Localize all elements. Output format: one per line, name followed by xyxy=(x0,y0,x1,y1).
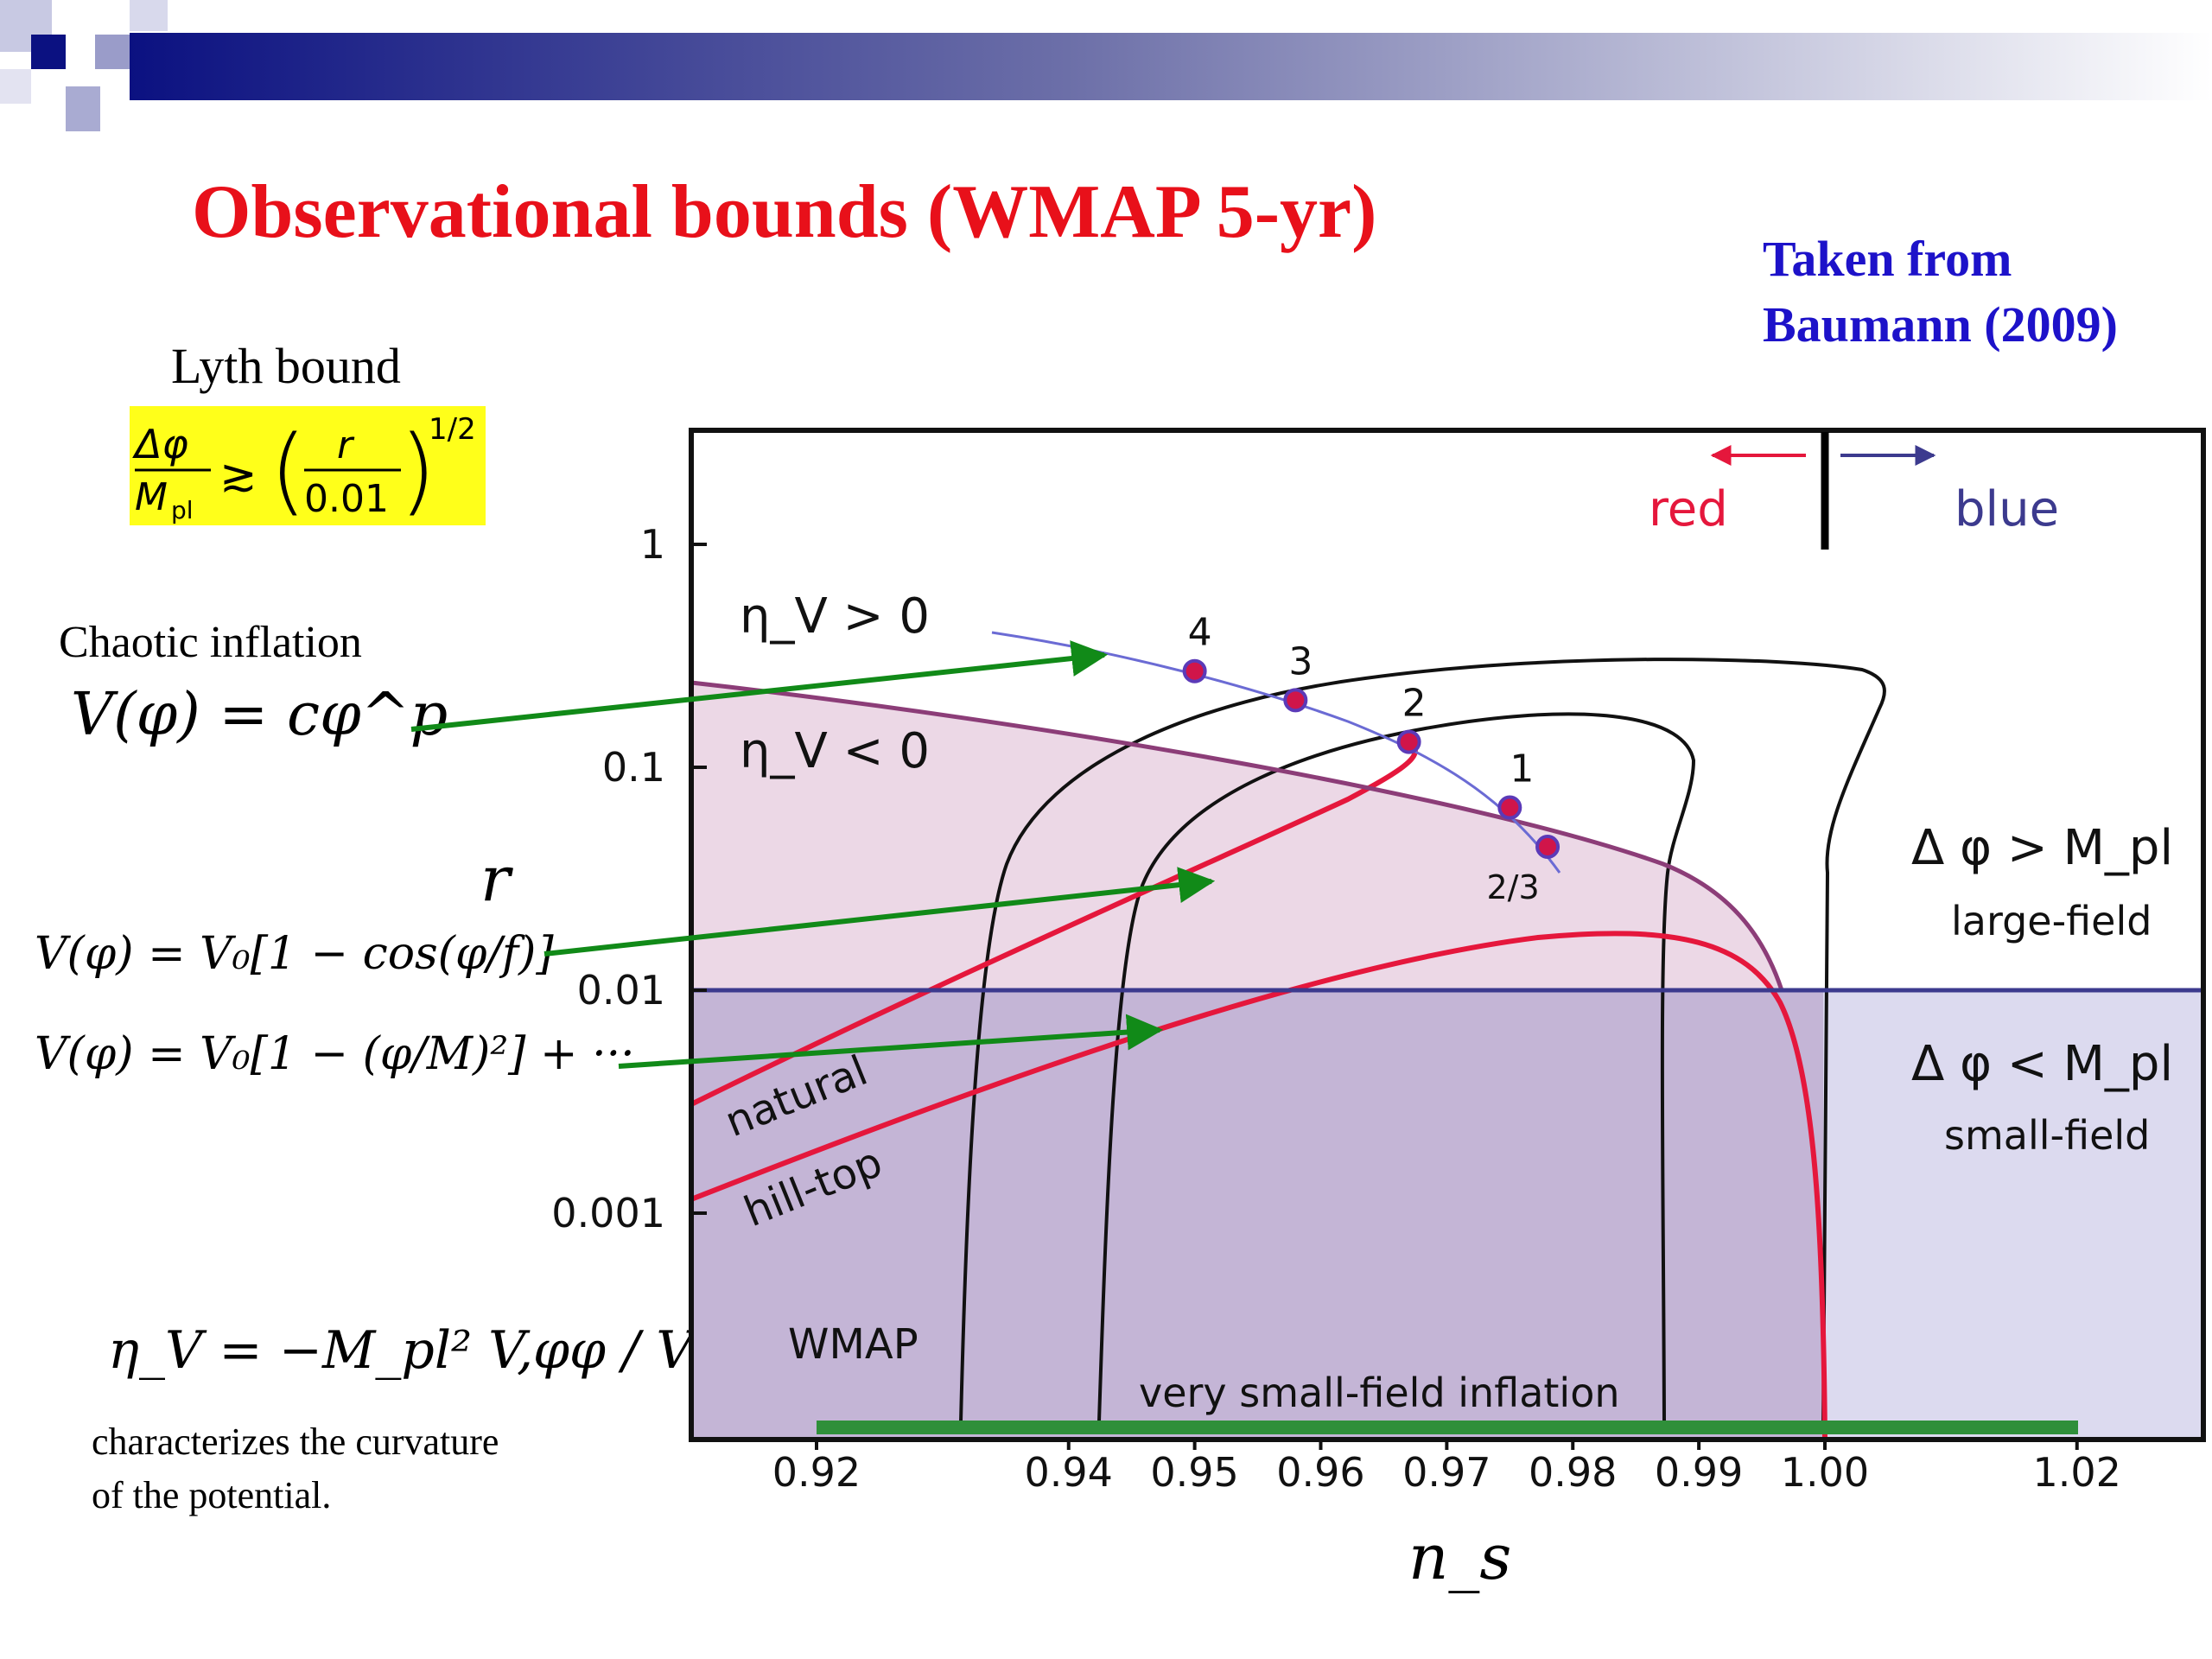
x-axis-label: n_s xyxy=(1408,1521,1512,1593)
header-decoration xyxy=(0,0,2212,131)
chaotic-inflation-formula: V(φ) = cφ^p xyxy=(71,681,448,749)
chaotic-point-1 xyxy=(1182,658,1207,683)
svg-text:0.01: 0.01 xyxy=(304,477,389,521)
natural-curve xyxy=(691,738,1418,1107)
wmap-outer-contour xyxy=(959,658,1886,1422)
x-tick-label: 0.94 xyxy=(1025,1449,1113,1496)
eta-positive-label: η_V > 0 xyxy=(740,588,930,645)
very-small-field-label: very small-field inflation xyxy=(1139,1370,1620,1416)
small-field-condition: Δ φ < M_pl xyxy=(1911,1036,2173,1092)
y-tick-label: 0.01 xyxy=(577,967,665,1014)
chaotic-point-5 xyxy=(1535,834,1560,859)
natural-inflation-formula: V(φ) = V₀[1 − cos(φ/f)] xyxy=(35,928,554,980)
x-tick-label: 0.92 xyxy=(772,1449,861,1496)
small-field-label: small-field xyxy=(1944,1112,2150,1159)
svg-text:Δφ: Δφ xyxy=(132,421,188,467)
chaotic-point-label: 2/3 xyxy=(1486,868,1539,906)
x-tick-label: 1.02 xyxy=(2033,1449,2121,1496)
chaotic-point-label: 3 xyxy=(1288,639,1313,683)
credit-text: Taken from Baumann (2009) xyxy=(1763,226,2118,358)
hilltop-arrow xyxy=(618,1014,1164,1069)
y-axis-ticks: 1 0.1 0.01 0.001 xyxy=(551,521,707,1236)
lyth-bound-formula: Δφ M pl ≳ ( r 0.01 ) 1/2 xyxy=(132,412,476,525)
slide-title: Observational bounds (WMAP 5-yr) xyxy=(192,170,1377,254)
y-axis-label: r xyxy=(480,842,511,915)
chaotic-arrow xyxy=(410,640,1109,732)
chaotic-point-4 xyxy=(1497,795,1522,820)
small-field-region xyxy=(691,990,1823,1440)
svg-text:(: ( xyxy=(270,415,307,525)
blue-small-field-region xyxy=(1823,990,2203,1440)
svg-text:): ) xyxy=(399,415,436,525)
chaotic-point-label: 1 xyxy=(1510,747,1534,791)
eta-v-description: characterizes the curvature of the poten… xyxy=(92,1415,627,1522)
large-field-condition: Δ φ > M_pl xyxy=(1911,820,2173,876)
x-tick-label: 1.00 xyxy=(1781,1449,1869,1496)
y-tick-label: 1 xyxy=(640,521,665,568)
x-tick-label: 0.96 xyxy=(1276,1449,1364,1496)
x-tick-label: 0.99 xyxy=(1655,1449,1743,1496)
chaotic-inflation-title: Chaotic inflation xyxy=(59,618,362,667)
wmap-label: WMAP xyxy=(788,1320,918,1369)
eta-negative-region xyxy=(691,683,1782,990)
credit-line2: Baumann (2009) xyxy=(1763,296,2118,353)
svg-text:r: r xyxy=(337,423,355,467)
eta-zero-curve xyxy=(691,680,1784,991)
chaotic-point-label: 4 xyxy=(1188,611,1212,655)
hilltop-inflation-formula: V(φ) = V₀[1 − (φ/M)²] + ··· xyxy=(35,1028,635,1080)
svg-text:pl: pl xyxy=(171,496,194,524)
very-small-field-bar xyxy=(817,1421,2078,1434)
svg-text:M: M xyxy=(135,475,168,519)
chaotic-point-label: 2 xyxy=(1402,682,1427,726)
y-tick-label: 0.001 xyxy=(551,1190,665,1236)
svg-text:≳: ≳ xyxy=(219,450,257,502)
chaotic-inflation-points: 4 3 2 1 2/3 xyxy=(1182,611,1560,906)
chaotic-point-2 xyxy=(1283,688,1308,713)
hilltop-curve xyxy=(691,931,1827,1440)
x-axis-ticks: 0.92 0.94 0.95 0.96 0.97 0.98 0.99 1.00 1.02 xyxy=(772,1437,2121,1496)
credit-line1: Taken from xyxy=(1763,231,2012,287)
x-tick-label: 0.95 xyxy=(1150,1449,1238,1496)
eta-desc-line2: of the potential. xyxy=(92,1474,332,1516)
wmap-inner-contour xyxy=(1097,712,1696,1422)
natural-arrow xyxy=(543,867,1216,957)
svg-text:1/2: 1/2 xyxy=(429,412,476,447)
red-label: red xyxy=(1649,481,1728,537)
y-tick-label: 0.1 xyxy=(602,744,665,791)
x-tick-label: 0.98 xyxy=(1529,1449,1617,1496)
lyth-bound-formula-box: Δφ M pl ≳ ( r 0.01 ) 1/2 xyxy=(130,406,486,525)
eta-v-formula: η_V = −M_pl² V,φφ / V xyxy=(108,1320,694,1381)
large-field-label: large-field xyxy=(1951,898,2152,944)
eta-desc-line1: characterizes the curvature xyxy=(92,1421,499,1463)
lyth-bound-title: Lyth bound xyxy=(171,338,401,394)
x-tick-label: 0.97 xyxy=(1402,1449,1491,1496)
eta-negative-label: η_V < 0 xyxy=(740,723,930,779)
chaotic-point-3 xyxy=(1396,729,1421,754)
blue-label: blue xyxy=(1955,481,2059,537)
